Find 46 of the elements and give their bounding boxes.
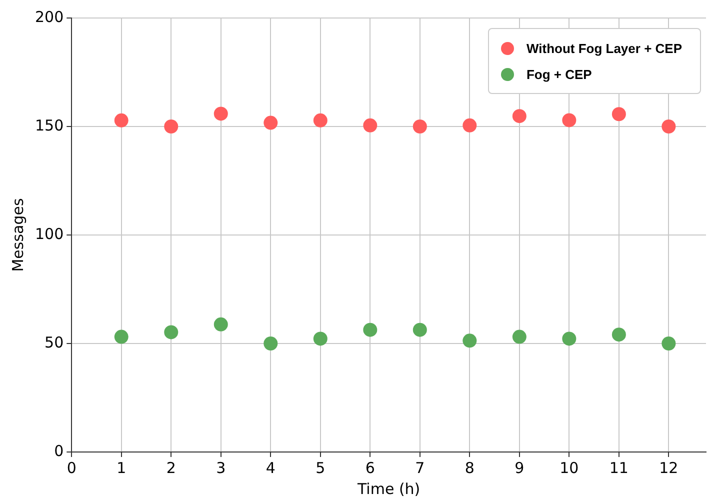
point [562, 113, 576, 128]
point [612, 328, 626, 342]
point [612, 107, 626, 122]
x-tick-label: 7 [415, 458, 425, 477]
y-tick-label: 50 [44, 333, 64, 352]
x-tick-label: 3 [216, 458, 226, 477]
legend-label: Fog + CEP [526, 66, 592, 82]
point [313, 113, 328, 128]
point [214, 106, 228, 121]
y-tick-label: 0 [54, 442, 64, 460]
x-tick-label: 5 [316, 458, 326, 477]
y-tick-label: 100 [34, 224, 64, 243]
point [313, 332, 328, 346]
point [114, 113, 128, 128]
y-tick-label: 150 [34, 116, 64, 134]
point [562, 332, 576, 346]
point [412, 120, 427, 134]
point [462, 334, 477, 348]
point [462, 118, 477, 132]
point [363, 118, 378, 132]
point [662, 120, 676, 134]
point [412, 322, 427, 337]
legend-label: Without Fog Layer + CEP [526, 40, 682, 56]
x-axis-title: Time (h) [356, 480, 420, 498]
x-tick-label: 8 [464, 458, 474, 477]
point [164, 120, 178, 134]
point [264, 116, 278, 130]
point [512, 109, 526, 124]
point [264, 336, 278, 350]
x-tick-label: 10 [560, 458, 579, 477]
x-tick-label: 2 [166, 458, 176, 477]
x-tick-label: 12 [659, 458, 678, 477]
point [363, 322, 378, 337]
x-tick-label: 1 [116, 458, 126, 477]
point [512, 330, 526, 344]
x-tick-label: 0 [66, 458, 76, 477]
x-tick-label: 6 [365, 458, 375, 477]
y-axis-title: Messages [8, 198, 27, 272]
x-tick-label: 9 [514, 458, 524, 477]
x-tick-label: 4 [266, 458, 276, 477]
point [662, 336, 676, 350]
y-tick-label: 200 [34, 8, 64, 26]
point [164, 325, 178, 340]
x-tick-label: 11 [609, 458, 628, 477]
point [214, 317, 228, 332]
point [114, 330, 128, 344]
